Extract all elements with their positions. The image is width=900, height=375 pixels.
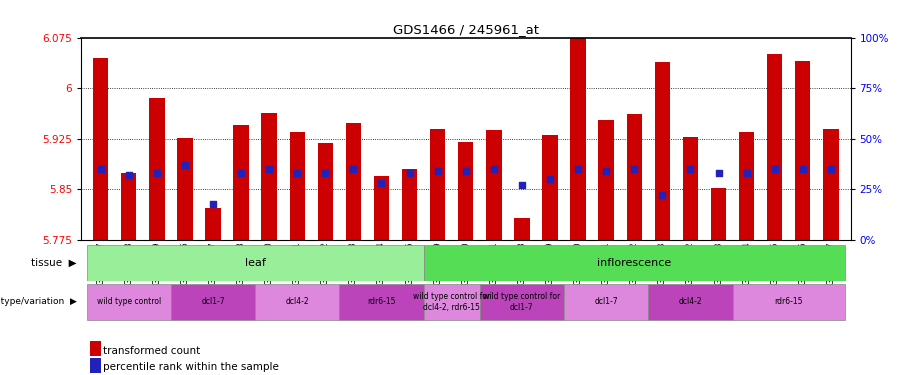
Point	[487, 166, 501, 172]
Point	[177, 162, 192, 168]
Point	[571, 166, 585, 172]
Bar	[374, 176, 389, 240]
Text: inflorescence: inflorescence	[597, 258, 671, 267]
Point	[149, 170, 164, 176]
Text: dcl4-2: dcl4-2	[285, 297, 309, 306]
Text: dcl1-7: dcl1-7	[594, 297, 618, 306]
Bar	[824, 129, 839, 240]
Bar	[626, 114, 642, 240]
Bar	[177, 138, 193, 240]
Bar	[318, 144, 333, 240]
Bar	[514, 218, 529, 240]
Point	[655, 192, 670, 198]
Bar	[767, 54, 782, 240]
Bar	[346, 123, 361, 240]
Bar	[458, 142, 473, 240]
Bar	[711, 188, 726, 240]
Text: leaf: leaf	[245, 258, 266, 267]
Text: tissue  ▶: tissue ▶	[31, 258, 76, 267]
Bar	[480, 284, 564, 320]
Text: transformed count: transformed count	[104, 346, 201, 355]
Bar	[648, 284, 733, 320]
Bar	[564, 284, 648, 320]
Bar	[205, 208, 220, 240]
Title: GDS1466 / 245961_at: GDS1466 / 245961_at	[392, 23, 539, 36]
Bar	[93, 58, 108, 240]
Bar	[149, 98, 165, 240]
Point	[206, 201, 220, 207]
Bar	[233, 125, 248, 240]
Point	[430, 168, 445, 174]
Bar	[290, 132, 305, 240]
Point	[683, 166, 698, 172]
Point	[740, 170, 754, 176]
Point	[768, 166, 782, 172]
Point	[94, 166, 108, 172]
Point	[318, 170, 332, 176]
Bar	[261, 113, 277, 240]
Point	[346, 166, 361, 172]
Point	[627, 166, 642, 172]
Bar	[795, 61, 811, 240]
Bar	[733, 284, 845, 320]
Point	[515, 182, 529, 188]
Bar	[339, 284, 424, 320]
Point	[824, 166, 838, 172]
Bar	[424, 244, 845, 280]
Point	[290, 170, 304, 176]
Bar	[654, 63, 670, 240]
Point	[262, 166, 276, 172]
Point	[122, 172, 136, 178]
Text: wild type control for
dcl4-2, rdr6-15: wild type control for dcl4-2, rdr6-15	[413, 292, 491, 312]
Text: rdr6-15: rdr6-15	[775, 297, 803, 306]
Point	[374, 180, 389, 186]
Point	[796, 166, 810, 172]
Point	[234, 170, 248, 176]
Bar	[486, 130, 501, 240]
Bar	[402, 169, 418, 240]
Point	[402, 170, 417, 176]
Text: percentile rank within the sample: percentile rank within the sample	[104, 363, 279, 372]
Point	[599, 168, 614, 174]
Bar	[598, 120, 614, 240]
Bar	[683, 137, 698, 240]
Text: rdr6-15: rdr6-15	[367, 297, 396, 306]
Text: genotype/variation  ▶: genotype/variation ▶	[0, 297, 76, 306]
Bar	[571, 38, 586, 240]
Point	[543, 176, 557, 182]
Point	[711, 170, 725, 176]
Bar	[86, 244, 424, 280]
Bar	[171, 284, 255, 320]
Bar	[86, 284, 171, 320]
Text: dcl1-7: dcl1-7	[202, 297, 225, 306]
Bar	[424, 284, 480, 320]
Bar	[121, 172, 137, 240]
Bar	[430, 129, 446, 240]
Bar	[543, 135, 558, 240]
Text: dcl4-2: dcl4-2	[679, 297, 702, 306]
Point	[459, 168, 473, 174]
Text: wild type control: wild type control	[96, 297, 161, 306]
Text: wild type control for
dcl1-7: wild type control for dcl1-7	[483, 292, 561, 312]
Bar	[739, 132, 754, 240]
Bar	[255, 284, 339, 320]
